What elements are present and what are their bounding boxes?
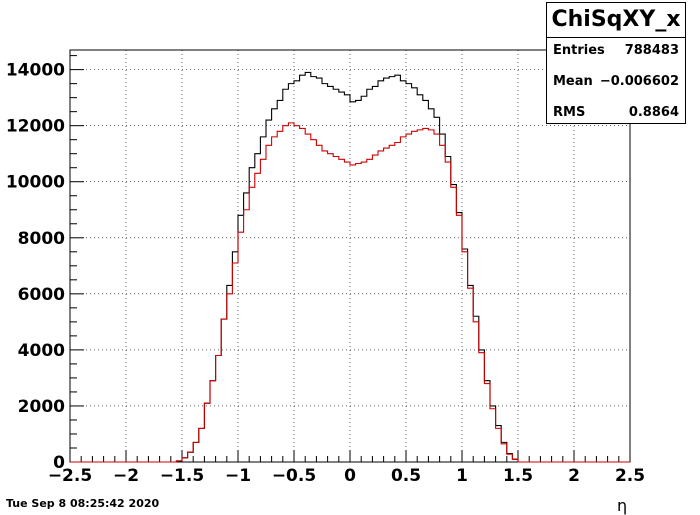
entries-label: Entries (553, 43, 605, 58)
x-tick-label: 1 (456, 466, 468, 486)
y-tick-label: 6000 (18, 285, 65, 305)
rms-label: RMS (553, 105, 586, 120)
stats-box: ChiSqXY_x Entries 788483 Mean −0.006602 … (546, 2, 686, 124)
x-tick-label: 0.5 (391, 466, 421, 486)
datestamp: Tue Sep 8 08:25:42 2020 (6, 497, 160, 510)
entries-value: 788483 (624, 43, 679, 58)
x-tick-label: −2 (113, 466, 139, 486)
x-tick-label: 1.5 (503, 466, 533, 486)
x-tick-label: −1.5 (160, 466, 204, 486)
y-tick-label: 10000 (6, 173, 65, 193)
y-tick-label: 14000 (6, 61, 65, 81)
x-tick-label: −0.5 (272, 466, 316, 486)
x-tick-label: 0 (344, 466, 356, 486)
y-tick-label: 12000 (6, 117, 65, 137)
x-tick-label: −2.5 (48, 466, 92, 486)
y-tick-label: 0 (53, 453, 65, 473)
x-axis-label: η (617, 496, 628, 515)
y-tick-label: 8000 (18, 229, 65, 249)
series-line-1 (70, 122, 630, 463)
y-tick-label: 2000 (18, 397, 65, 417)
x-tick-label: −1 (225, 466, 251, 486)
x-tick-label: 2.5 (615, 466, 645, 486)
mean-value: −0.006602 (599, 74, 679, 89)
x-tick-label: 2 (568, 466, 580, 486)
mean-label: Mean (553, 74, 593, 89)
stats-title: ChiSqXY_x (547, 3, 685, 38)
y-tick-label: 4000 (18, 341, 65, 361)
rms-value: 0.8864 (628, 105, 679, 120)
